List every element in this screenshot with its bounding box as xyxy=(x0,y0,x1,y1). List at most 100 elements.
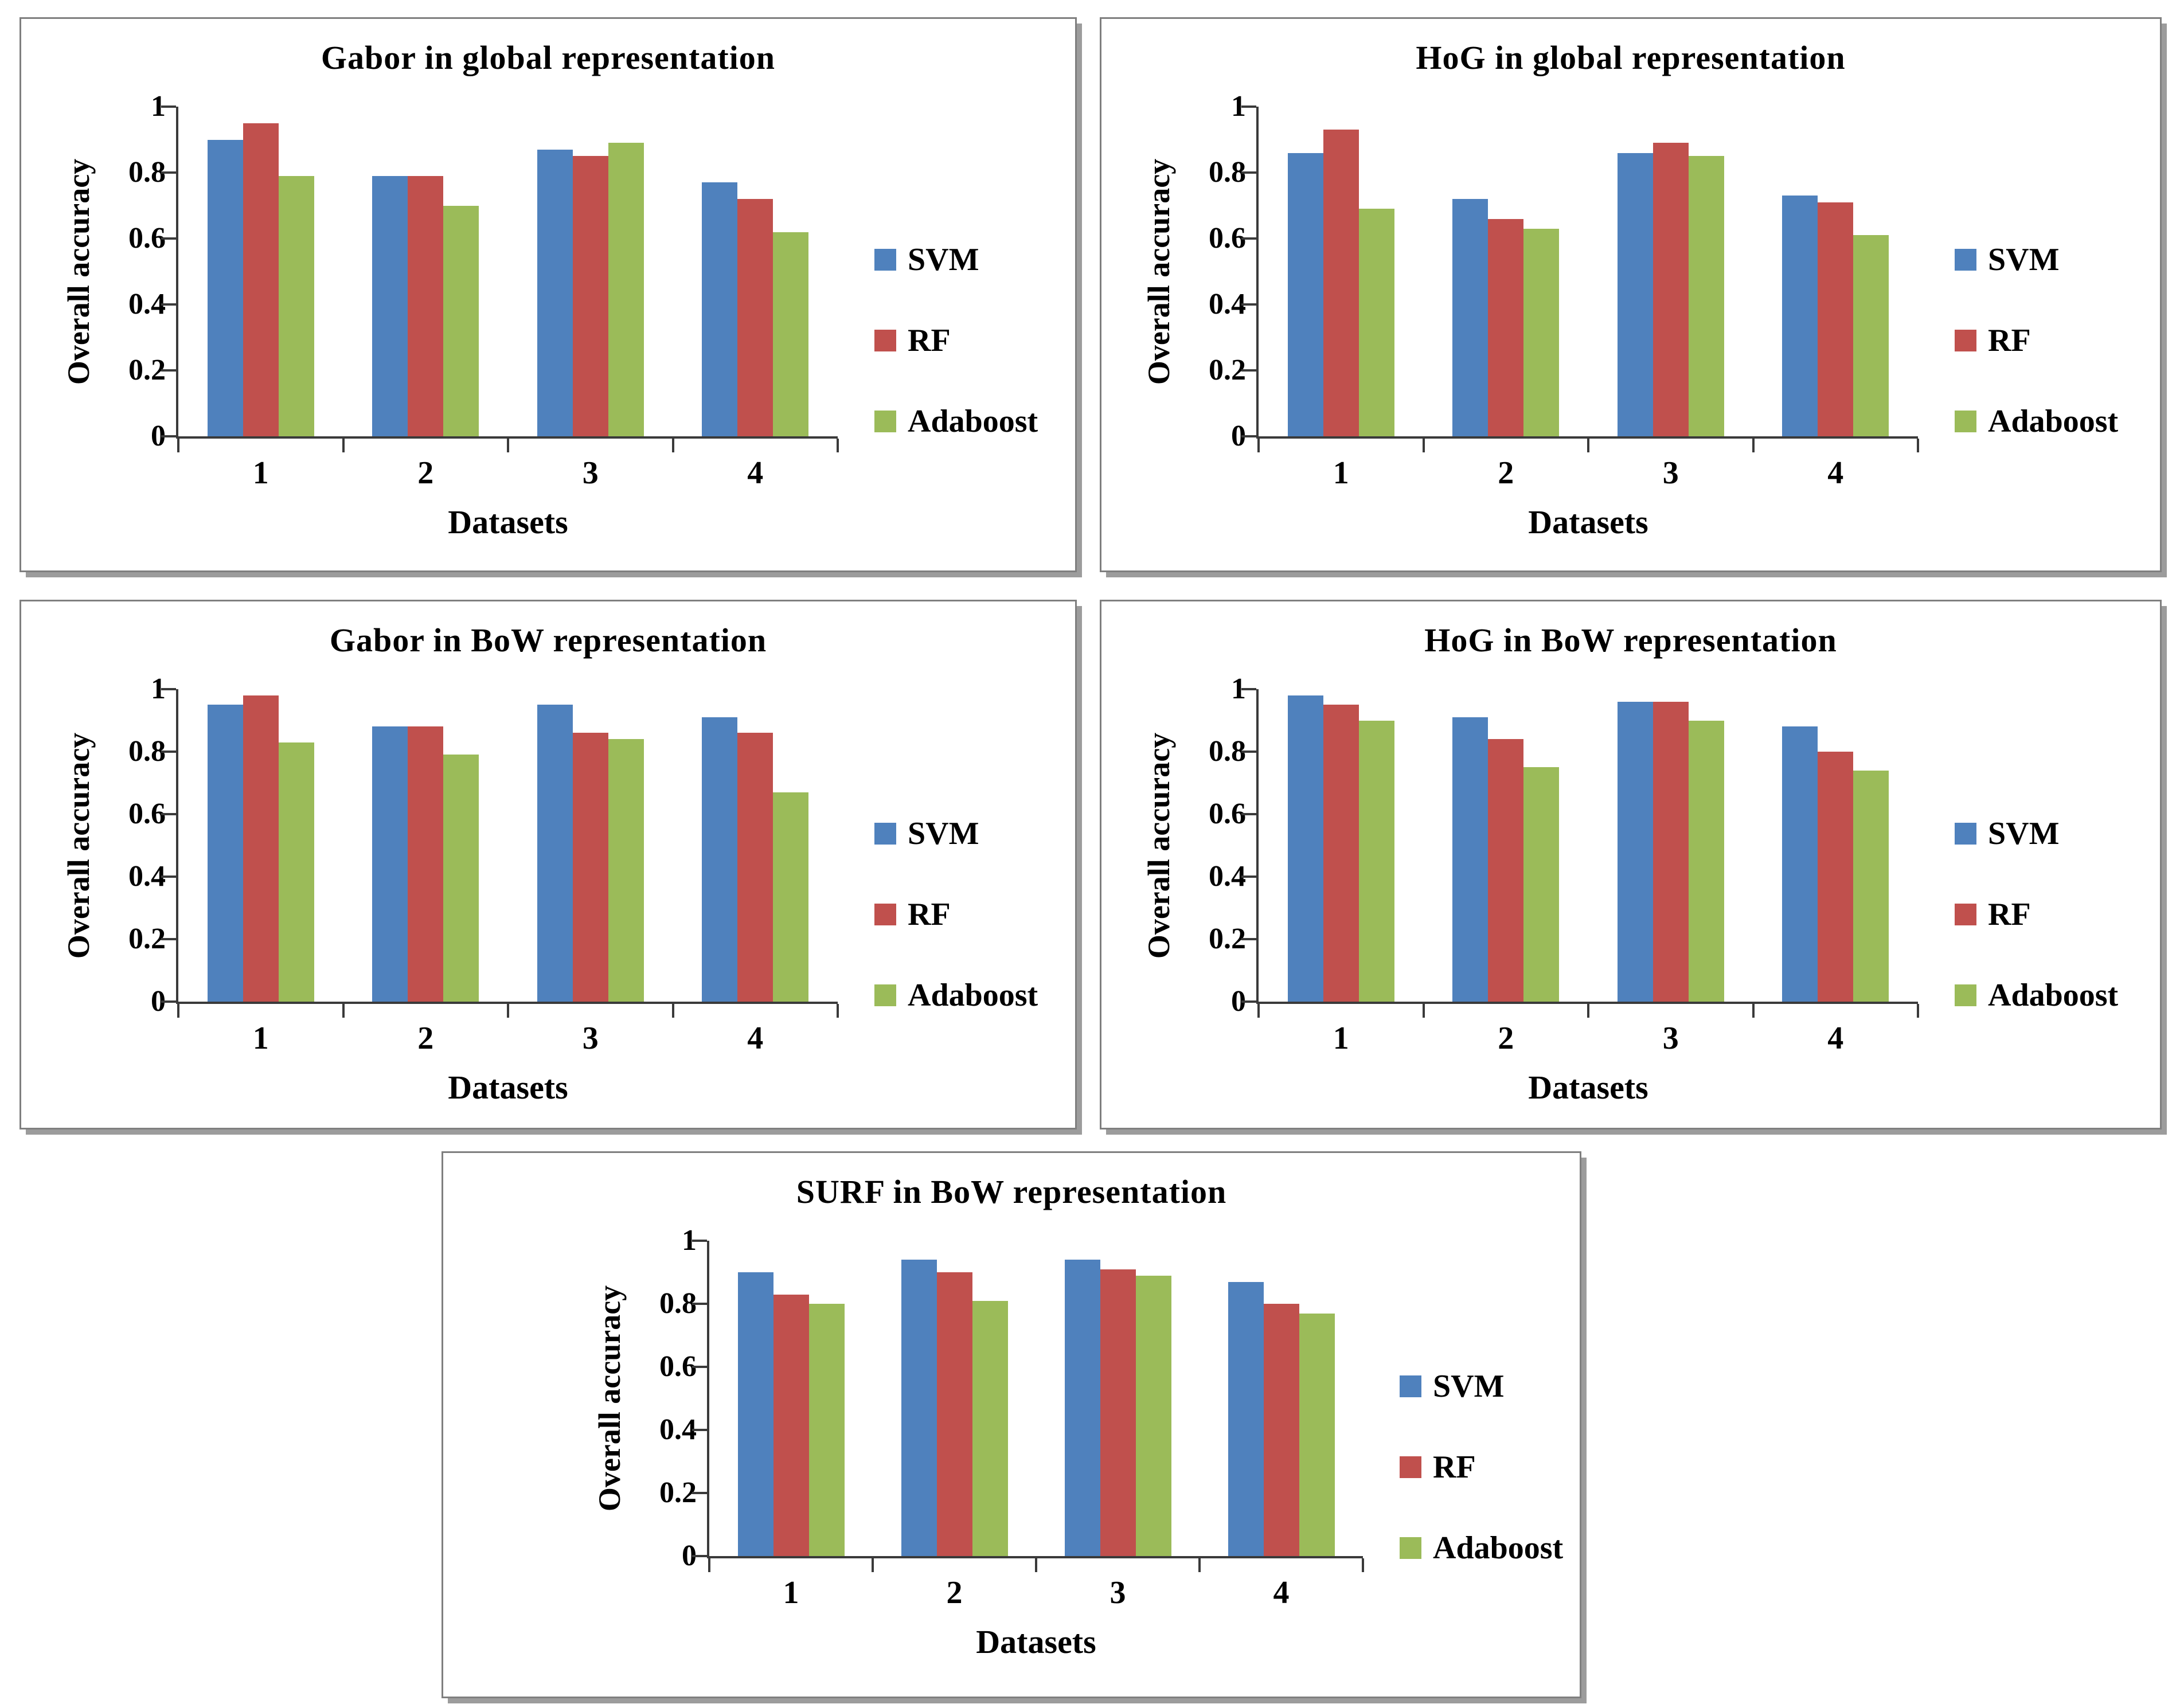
y-tick-mark xyxy=(161,688,176,690)
y-tick-mark xyxy=(1241,105,1256,108)
legend-label: SVM xyxy=(1988,241,2060,277)
y-tick-mark xyxy=(1241,303,1256,306)
y-tick-label: 0.6 xyxy=(1209,798,1246,830)
y-tick-label: 0.2 xyxy=(1209,354,1246,386)
plot-area xyxy=(161,105,839,452)
legend-item-svm: SVM xyxy=(1400,1370,1563,1402)
legend-swatch-rf xyxy=(874,329,896,351)
y-tick-mark xyxy=(1241,751,1256,753)
bar-adaboost-dataset-2 xyxy=(443,205,479,436)
y-tick-mark xyxy=(161,303,176,306)
x-tick-label: 1 xyxy=(783,1575,799,1611)
bar-rf-dataset-2 xyxy=(408,726,444,1002)
x-tick-mark xyxy=(708,1558,710,1572)
y-tick-mark xyxy=(692,1492,707,1494)
bar-adaboost-dataset-4 xyxy=(1853,770,1889,1002)
x-tick-labels: 1 2 3 4 xyxy=(1259,1020,1918,1057)
x-tick-label: 2 xyxy=(1498,1021,1514,1056)
y-tick-mark xyxy=(161,105,176,108)
bar-rf-dataset-1 xyxy=(1323,705,1359,1002)
bar-adaboost-dataset-2 xyxy=(1523,228,1560,436)
bar-svm-dataset-3 xyxy=(1617,153,1653,436)
bar-group-dataset-2 xyxy=(343,107,509,436)
x-tick-label: 3 xyxy=(1662,455,1679,491)
legend-swatch-svm xyxy=(874,822,896,845)
bar-svm-dataset-4 xyxy=(1228,1281,1264,1556)
bar-group-dataset-4 xyxy=(1753,689,1919,1002)
bar-group-dataset-1 xyxy=(1259,107,1424,436)
y-tick-mark xyxy=(692,1366,707,1368)
x-tick-mark xyxy=(1035,1558,1037,1572)
legend-item-rf: RF xyxy=(1955,898,2118,931)
bar-adaboost-dataset-1 xyxy=(1358,209,1394,436)
x-tick-mark xyxy=(507,1004,509,1018)
x-tick-mark xyxy=(671,439,674,452)
bar-group-dataset-3 xyxy=(1036,1241,1200,1556)
bar-adaboost-dataset-2 xyxy=(443,755,479,1002)
bar-rf-dataset-2 xyxy=(1488,218,1524,436)
x-tick-mark xyxy=(872,1558,874,1572)
x-axis-title: Datasets xyxy=(448,1069,568,1106)
y-tick-mark xyxy=(1241,171,1256,174)
x-tick-label: 2 xyxy=(417,1021,434,1056)
bar-rf-dataset-4 xyxy=(737,733,773,1002)
bar-adaboost-dataset-3 xyxy=(608,143,644,436)
y-tick-label: 0.6 xyxy=(128,798,166,830)
x-tick-mark xyxy=(837,1004,839,1018)
y-tick-mark xyxy=(161,813,176,815)
y-tick-label: 0.4 xyxy=(128,288,166,321)
chart-panel-hog-bow: HoG in BoW representation Overall accurac… xyxy=(1100,600,2162,1129)
y-tick-mark xyxy=(161,876,176,878)
bar-groups xyxy=(1259,689,1918,1002)
legend-label: Adaboost xyxy=(1988,403,2119,439)
y-tick-labels: 0 0.2 0.4 0.6 0.8 1 xyxy=(101,92,176,451)
bar-adaboost-dataset-2 xyxy=(1523,767,1560,1002)
legend-swatch-rf xyxy=(1955,903,1976,925)
y-tick-mark xyxy=(161,1000,176,1003)
legend-swatch-rf xyxy=(874,903,896,925)
y-axis-title: Overall accuracy xyxy=(592,1285,627,1512)
legend-item-rf: RF xyxy=(1955,325,2118,357)
legend-label: RF xyxy=(908,896,951,932)
y-tick-mark xyxy=(1241,1000,1256,1003)
plot-area xyxy=(1241,688,1919,1018)
legend-label: SVM xyxy=(1433,1369,1505,1404)
legend: SVM RF Adaboost xyxy=(874,689,1038,1011)
legend-swatch-adaboost xyxy=(1955,984,1976,1006)
y-tick-mark xyxy=(1241,237,1256,240)
y-tick-label: 0.8 xyxy=(128,735,166,768)
y-tick-labels: 0 0.2 0.4 0.6 0.8 1 xyxy=(632,1226,707,1571)
bar-adaboost-dataset-3 xyxy=(1688,156,1724,436)
x-tick-mark xyxy=(837,439,839,452)
x-tick-labels: 1 2 3 4 xyxy=(709,1574,1363,1611)
bar-groups xyxy=(1259,107,1918,436)
y-tick-label: 0.8 xyxy=(659,1287,697,1320)
bar-adaboost-dataset-4 xyxy=(1299,1313,1335,1556)
legend-item-rf: RF xyxy=(1400,1451,1563,1483)
x-axis-title: Datasets xyxy=(448,503,568,541)
x-axis-title: Datasets xyxy=(1528,503,1648,541)
x-tick-mark xyxy=(1257,1004,1260,1018)
legend-item-adaboost: Adaboost xyxy=(874,405,1038,437)
legend-item-adaboost: Adaboost xyxy=(1955,979,2118,1011)
bar-group-dataset-1 xyxy=(178,107,343,436)
bar-svm-dataset-2 xyxy=(1452,717,1489,1002)
bar-svm-dataset-1 xyxy=(737,1272,773,1556)
x-tick-mark xyxy=(1752,439,1755,452)
bar-rf-dataset-4 xyxy=(737,199,773,436)
legend-swatch-svm xyxy=(1400,1375,1421,1397)
legend: SVM RF Adaboost xyxy=(1955,689,2118,1011)
legend-swatch-svm xyxy=(1955,822,1976,845)
y-tick-label: 0.2 xyxy=(1209,923,1246,955)
bar-rf-dataset-1 xyxy=(243,123,279,436)
y-tick-mark xyxy=(1241,876,1256,878)
bar-rf-dataset-3 xyxy=(1652,701,1689,1002)
bar-svm-dataset-3 xyxy=(1064,1260,1100,1556)
bar-adaboost-dataset-4 xyxy=(1853,235,1889,436)
y-tick-label: 0.4 xyxy=(128,860,166,893)
y-tick-label: 0.6 xyxy=(128,222,166,255)
legend-label: SVM xyxy=(1988,815,2060,851)
y-axis-title-box: Overall accuracy xyxy=(1136,689,1182,1002)
bar-svm-dataset-2 xyxy=(372,175,408,436)
